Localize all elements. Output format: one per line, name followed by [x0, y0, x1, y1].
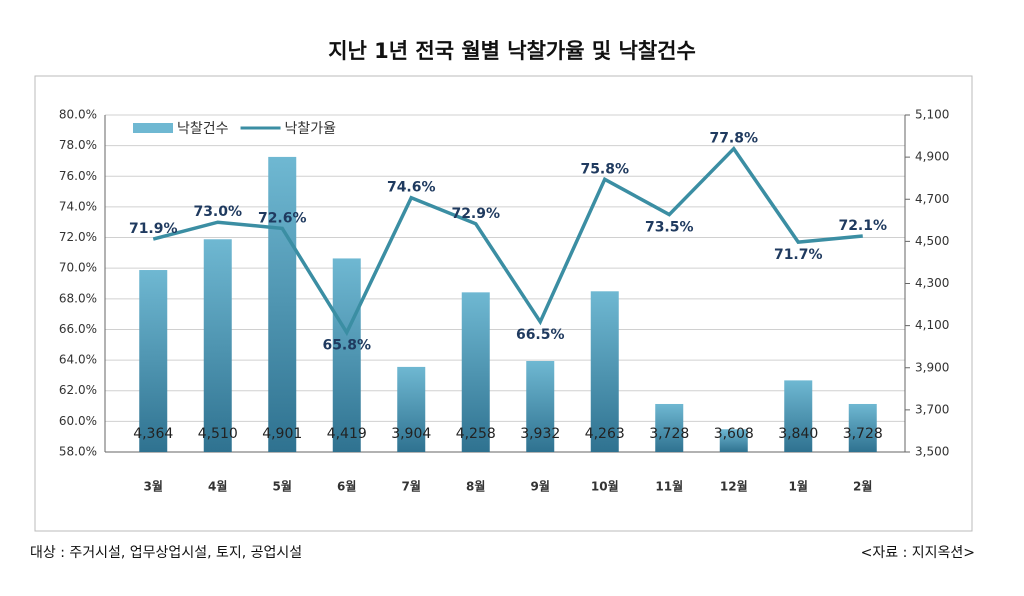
bar-value-label: 3,904 [391, 426, 431, 442]
line-value-label: 71.7% [774, 247, 823, 263]
line-value-label: 77.8% [709, 131, 758, 147]
y-tick-label: 62.0% [59, 383, 97, 397]
line-value-label: 75.8% [580, 161, 629, 177]
y-tick-label: 80.0% [59, 108, 97, 122]
y-tick-label: 74.0% [59, 199, 97, 213]
note: 대상 : 주거시설, 업무상업시설, 토지, 공업시설 [30, 545, 302, 561]
x-tick-label: 1월 [789, 479, 808, 494]
y-tick-label: 70.0% [59, 261, 97, 275]
chart-frame [34, 75, 973, 532]
bar [268, 156, 297, 452]
line-value-label: 73.0% [193, 204, 242, 220]
bar [719, 429, 748, 452]
y-tick-label: 60.0% [59, 414, 97, 428]
y2-tick-label: 4,900 [915, 150, 949, 164]
bar-value-label: 4,901 [262, 426, 302, 442]
bar-value-label: 4,258 [456, 426, 496, 442]
line-value-label: 72.9% [451, 206, 500, 222]
bar-value-label: 3,728 [649, 426, 689, 442]
bar-value-label: 4,510 [198, 426, 238, 442]
bar [590, 291, 619, 452]
y-tick-label: 68.0% [59, 291, 97, 305]
line-value-label: 72.6% [258, 210, 307, 226]
y2-tick-label: 4,500 [915, 234, 949, 248]
bar-value-label: 3,608 [714, 426, 754, 442]
bar [397, 366, 426, 452]
x-tick-label: 9월 [531, 479, 550, 494]
y-tick-label: 66.0% [59, 322, 97, 336]
bar [848, 403, 877, 452]
bar [655, 403, 684, 452]
y2-tick-label: 3,900 [915, 360, 949, 374]
y2-tick-label: 5,100 [915, 108, 949, 122]
x-tick-label: 2월 [853, 479, 872, 494]
x-tick-label: 10월 [591, 479, 619, 494]
line-value-label: 74.6% [387, 180, 436, 196]
legend-swatch [133, 123, 173, 133]
x-tick-label: 5월 [273, 479, 292, 494]
bar-value-label: 4,364 [133, 426, 173, 442]
bar [461, 292, 490, 452]
line-value-label: 65.8% [322, 338, 371, 354]
x-tick-label: 11월 [655, 479, 683, 494]
bar [784, 380, 813, 452]
bar-value-label: 3,840 [778, 426, 818, 442]
line-value-label: 73.5% [645, 220, 694, 236]
legend-label: 낙찰가율 [285, 121, 337, 137]
y-tick-label: 76.0% [59, 169, 97, 183]
bar-value-label: 3,728 [843, 426, 883, 442]
line [152, 145, 863, 337]
y2-tick-label: 4,300 [915, 276, 949, 290]
y-tick-label: 64.0% [59, 353, 97, 367]
bar [139, 270, 168, 452]
x-tick-label: 8월 [466, 479, 485, 494]
bar [332, 258, 361, 452]
x-tick-label: 6월 [337, 479, 356, 494]
x-tick-label: 12월 [720, 479, 748, 494]
x-tick-label: 3월 [144, 479, 163, 494]
legend-label: 낙찰건수 [177, 121, 229, 137]
bar-value-label: 4,263 [585, 426, 625, 442]
x-tick-label: 7월 [402, 479, 421, 494]
y2-tick-label: 4,100 [915, 318, 949, 332]
y-tick-label: 78.0% [59, 138, 97, 152]
line-value-label: 71.9% [129, 221, 178, 237]
x-tick-label: 4월 [208, 479, 227, 494]
y2-tick-label: 4,700 [915, 192, 949, 206]
line-value-label: 72.1% [838, 218, 887, 234]
y-tick-label: 58.0% [59, 445, 97, 459]
bar [203, 239, 232, 452]
y2-tick-label: 3,500 [915, 445, 949, 459]
line-value-label: 66.5% [516, 327, 565, 343]
y2-tick-label: 3,700 [915, 402, 949, 416]
chart-title: 지난 1년 전국 월별 낙찰가율 및 낙찰건수 [328, 39, 696, 63]
y-tick-label: 72.0% [59, 230, 97, 244]
bar [526, 361, 555, 452]
source: <자료 : 지지옥션> [861, 545, 975, 561]
bar-value-label: 4,419 [327, 426, 367, 442]
bar-value-label: 3,932 [520, 426, 560, 442]
